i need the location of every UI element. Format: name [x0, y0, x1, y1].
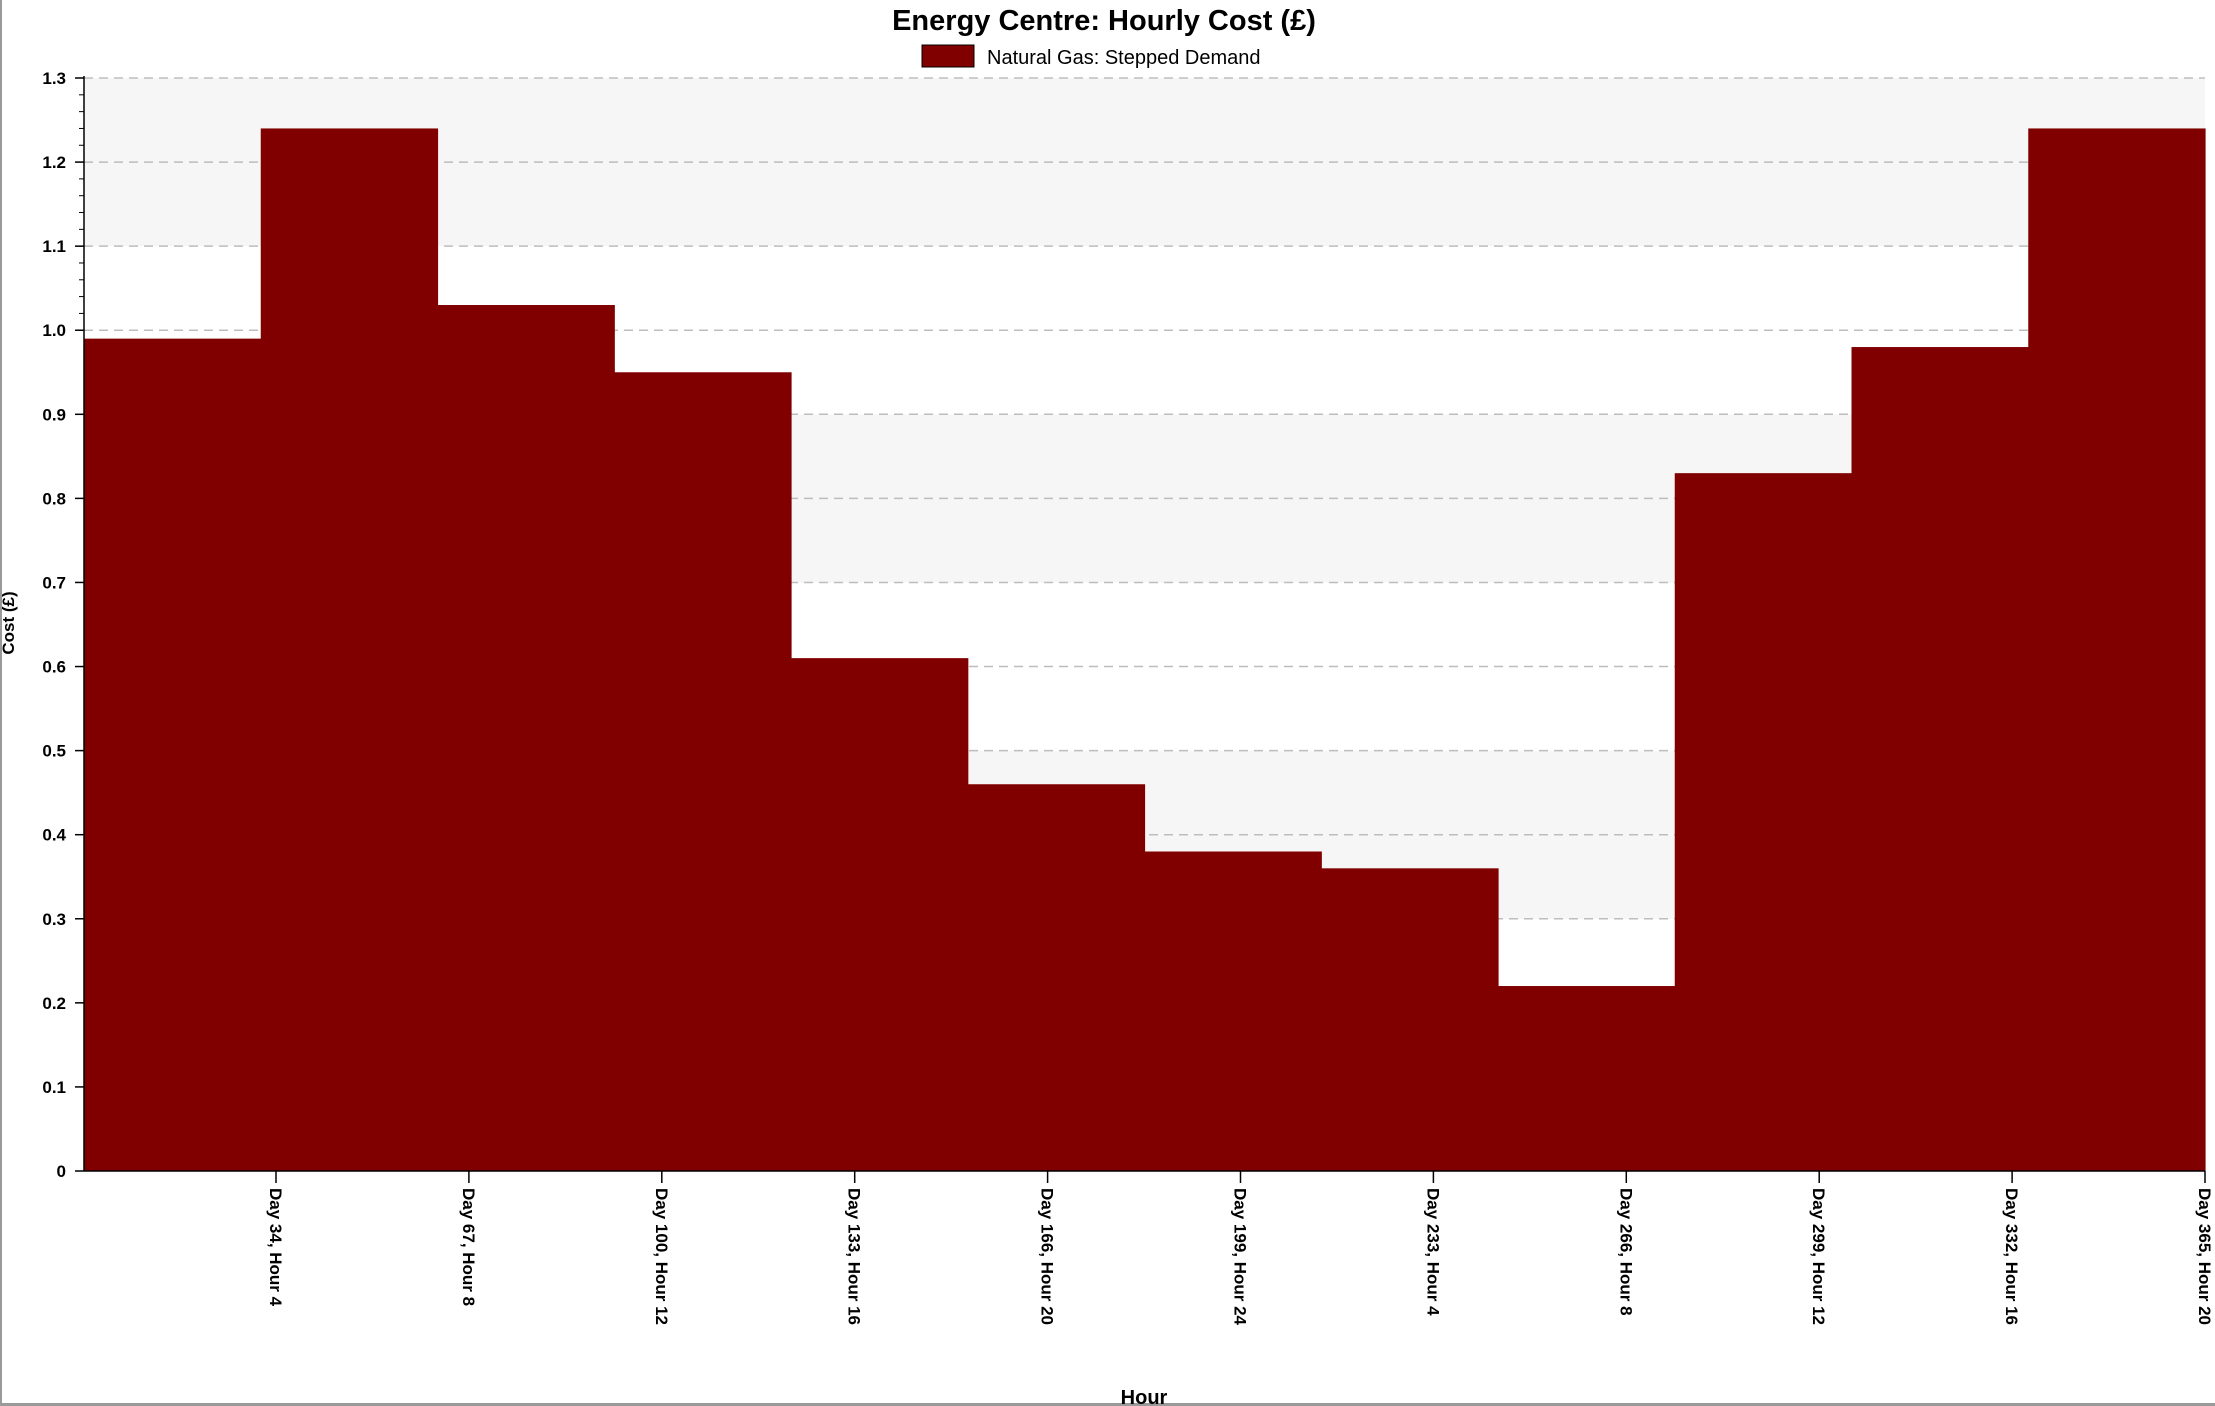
y-tick-label: 0.4: [42, 826, 66, 845]
y-axis-title: Cost (£): [0, 591, 18, 654]
x-axis-ticks: Day 34, Hour 4 Day 67, Hour 8 Day 100, Hou…: [266, 1171, 2214, 1326]
x-tick-label: Day 233, Hour 4: [1423, 1188, 1442, 1316]
step-bar: [1321, 868, 1499, 1171]
x-tick-label: Day 299, Hour 12: [1809, 1188, 1828, 1325]
x-tick-label: Day 34, Hour 4: [266, 1188, 285, 1307]
step-bar: [614, 372, 792, 1171]
step-bar: [1498, 986, 1676, 1171]
x-tick-label: Day 133, Hour 16: [845, 1188, 864, 1325]
step-bar: [967, 784, 1146, 1171]
y-tick-label: 0.3: [42, 910, 66, 929]
x-tick-label: Day 199, Hour 24: [1231, 1188, 1250, 1326]
y-tick-label: 0.7: [42, 573, 66, 592]
y-tick-label: 1.2: [42, 153, 66, 172]
y-tick-label: 0.5: [42, 742, 66, 761]
y-axis-ticks: 0 0.1 0.2 0.3 0.4 0.5 0.6 0.7 0.8 0.9 1.0 1.1 1.2 1.3: [42, 69, 84, 1181]
legend-label: Natural Gas: Stepped Demand: [987, 47, 1261, 69]
x-tick-label: Day 100, Hour 12: [652, 1188, 671, 1325]
y-tick-label: 0: [57, 1162, 66, 1181]
frame-left-border: [0, 0, 2, 1406]
step-bar: [260, 128, 439, 1171]
y-tick-label: 1.1: [42, 237, 66, 256]
y-tick-label: 1.0: [42, 321, 66, 340]
y-tick-label: 0.2: [42, 994, 66, 1013]
x-tick-label: Day 166, Hour 20: [1038, 1188, 1057, 1325]
step-bar: [437, 305, 615, 1171]
y-tick-label: 0.8: [42, 489, 66, 508]
axes: [83, 76, 2205, 1172]
y-tick-label: 1.3: [42, 69, 66, 88]
x-tick-label: Day 365, Hour 20: [2195, 1188, 2214, 1325]
x-tick-label: Day 266, Hour 8: [1616, 1188, 1635, 1316]
step-bar: [1851, 347, 2029, 1171]
step-bar: [2028, 128, 2206, 1171]
frame-bottom-border: [0, 1403, 2215, 1406]
x-tick-label: Day 67, Hour 8: [459, 1188, 478, 1306]
x-tick-label: Day 332, Hour 16: [2002, 1188, 2021, 1325]
y-tick-label: 0.9: [42, 405, 66, 424]
step-bar: [1144, 851, 1322, 1171]
step-bar: [84, 338, 262, 1172]
series-area: [84, 128, 2206, 1172]
y-tick-label: 0.6: [42, 658, 66, 677]
chart-title: Energy Centre: Hourly Cost (£): [892, 5, 1316, 37]
step-bar: [791, 658, 969, 1171]
legend: Natural Gas: Stepped Demand: [921, 44, 1261, 69]
legend-swatch: [921, 44, 975, 68]
x-axis-title: Hour: [1121, 1387, 1168, 1406]
y-tick-label: 0.1: [42, 1078, 66, 1097]
step-bar: [1674, 473, 1853, 1172]
